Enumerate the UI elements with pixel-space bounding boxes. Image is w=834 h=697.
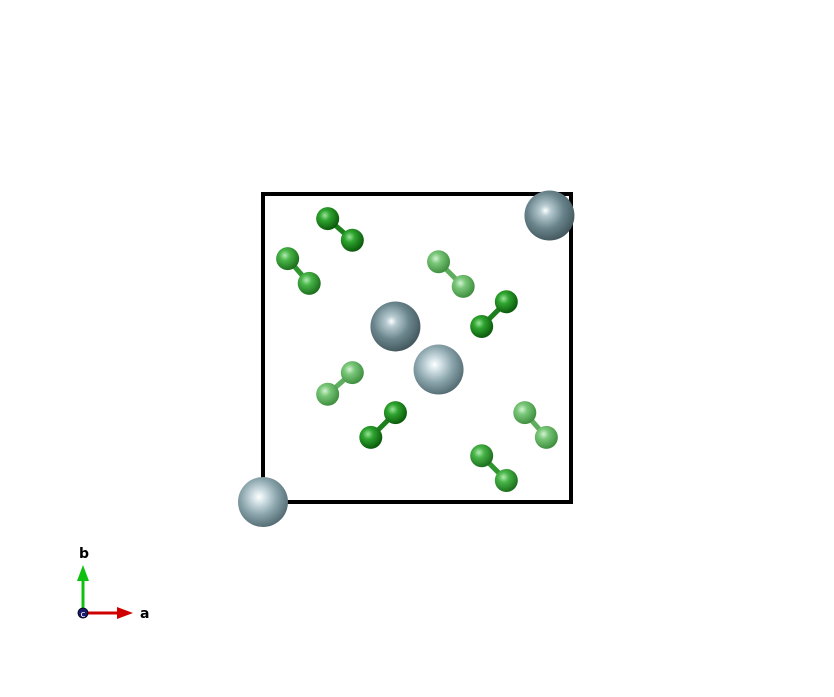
dimer-atom: [383, 401, 407, 425]
c-axis-marker: [77, 607, 89, 619]
a-axis-label: a: [140, 606, 149, 622]
dimer-atom: [470, 314, 494, 338]
atoms: [238, 190, 575, 527]
dimer-atom: [470, 444, 494, 468]
metal-atom: [370, 301, 421, 352]
unit-cell-edge: [261, 192, 573, 504]
dimer-atom: [340, 361, 364, 385]
dimer-atom: [276, 247, 300, 271]
b-axis-label: b: [79, 546, 89, 562]
b-axis-arrowhead: [77, 565, 89, 581]
dimer-atom: [534, 425, 558, 449]
unit-cell: [261, 192, 573, 504]
a-axis-arrowhead: [117, 607, 133, 619]
dimer-atom: [427, 250, 451, 274]
metal-atom: [413, 344, 464, 395]
axes-indicator: c b a: [77, 546, 149, 622]
dimer-atom: [316, 207, 340, 231]
dimer-atom: [494, 468, 518, 492]
c-axis-label: c: [81, 610, 86, 620]
dimer-atom: [359, 425, 383, 449]
bonds: [285, 216, 549, 483]
dimer-atom: [451, 274, 475, 298]
metal-atom: [238, 477, 288, 527]
dimer-atom: [340, 228, 364, 252]
dimer-atom: [316, 382, 340, 406]
dimer-atom: [297, 271, 321, 295]
dimer-atom: [494, 290, 518, 314]
metal-atom: [524, 190, 575, 241]
dimer-atom: [513, 401, 537, 425]
